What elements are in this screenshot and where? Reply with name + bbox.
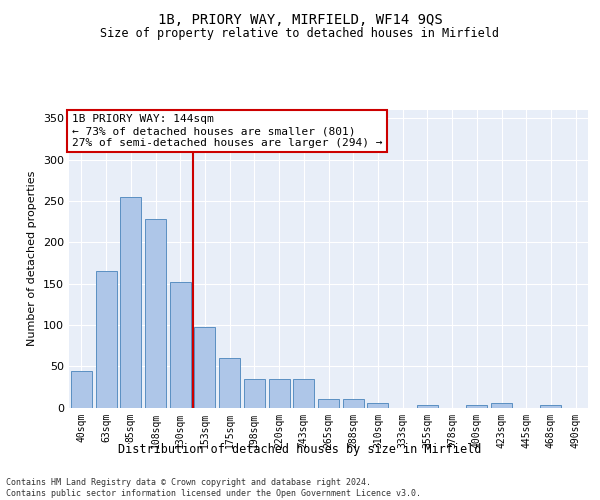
- Bar: [367, 404, 388, 407]
- Bar: [417, 405, 438, 407]
- Text: Distribution of detached houses by size in Mirfield: Distribution of detached houses by size …: [118, 442, 482, 456]
- Bar: [318, 399, 339, 407]
- Bar: [95, 271, 116, 407]
- Bar: [269, 378, 290, 408]
- Bar: [466, 405, 487, 407]
- Bar: [343, 399, 364, 407]
- Bar: [541, 405, 562, 407]
- Bar: [491, 404, 512, 407]
- Bar: [170, 282, 191, 408]
- Bar: [194, 328, 215, 407]
- Text: Size of property relative to detached houses in Mirfield: Size of property relative to detached ho…: [101, 28, 499, 40]
- Text: 1B, PRIORY WAY, MIRFIELD, WF14 9QS: 1B, PRIORY WAY, MIRFIELD, WF14 9QS: [158, 12, 442, 26]
- Bar: [293, 378, 314, 408]
- Bar: [145, 219, 166, 408]
- Y-axis label: Number of detached properties: Number of detached properties: [28, 171, 37, 346]
- Bar: [71, 371, 92, 408]
- Bar: [219, 358, 240, 408]
- Bar: [244, 378, 265, 408]
- Text: 1B PRIORY WAY: 144sqm
← 73% of detached houses are smaller (801)
27% of semi-det: 1B PRIORY WAY: 144sqm ← 73% of detached …: [71, 114, 382, 148]
- Bar: [120, 197, 141, 408]
- Text: Contains HM Land Registry data © Crown copyright and database right 2024.
Contai: Contains HM Land Registry data © Crown c…: [6, 478, 421, 498]
